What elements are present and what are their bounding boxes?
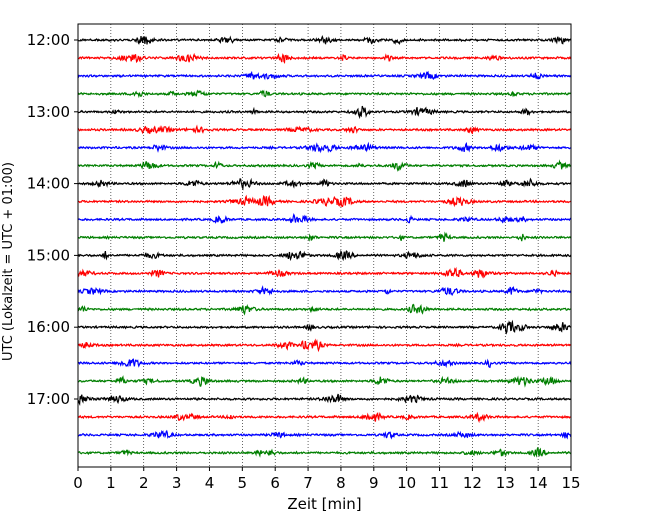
seismogram-trace [77,70,572,81]
x-tick-label: 9 [369,474,379,492]
seismogram-trace [77,338,572,353]
x-tick-label: 0 [73,474,83,492]
seismogram-trace [77,35,572,46]
x-tick-label: 5 [238,474,248,492]
y-tick-label: 17:00 [27,390,70,408]
seismogram-trace [77,411,572,424]
seismogram-trace [77,105,572,120]
trace-group [77,35,572,458]
seismogram-trace [77,358,572,369]
seismogram-trace [77,249,572,262]
x-tick-label: 11 [430,474,449,492]
seismogram-trace [77,194,572,208]
x-tick-label: 8 [336,474,346,492]
y-tick-label: 12:00 [27,31,70,49]
x-tick-label: 3 [172,474,182,492]
seismogram-trace [77,393,572,407]
seismogram-trace [77,319,572,335]
seismogram-trace [77,159,572,172]
x-tick-label: 10 [397,474,416,492]
x-tick-label: 1 [106,474,116,492]
x-tick-label: 7 [303,474,313,492]
seismogram-trace [77,266,572,279]
x-axis-ticks: 0 1 2 3 4 5 6 7 8 9 10 11 12 13 14 15 [73,467,581,492]
x-tick-label: 2 [139,474,149,492]
seismogram-trace [77,177,572,191]
plot-frame [77,23,572,468]
y-tick-label: 15:00 [27,246,70,264]
y-tick-label: 16:00 [27,318,70,336]
seismogram-trace [77,285,572,297]
seismogram-trace [77,124,572,135]
seismogram-trace [77,375,572,388]
seismogram-trace [77,52,572,64]
grid-lines [110,24,539,467]
x-tick-label: 14 [529,474,548,492]
x-tick-label: 6 [270,474,280,492]
seismogram-trace [77,213,572,224]
seismogram-trace [77,303,572,316]
x-tick-label: 4 [205,474,215,492]
x-tick-label: 13 [496,474,515,492]
x-tick-label: 12 [463,474,482,492]
y-axis-ticks: 12:00 13:00 14:00 15:00 16:00 17:00 [27,31,78,408]
seismogram-trace [77,89,572,99]
seismogram-trace [77,231,572,242]
seismogram-trace [77,447,572,458]
y-axis-label: UTC (Lokalzeit = UTC + 01:00) [1,162,16,361]
seismogram-trace [77,429,572,440]
seismogram-trace [77,141,572,154]
x-tick-label: 15 [561,474,580,492]
y-tick-label: 14:00 [27,175,70,193]
x-axis-label: Zeit [min] [287,495,361,513]
y-tick-label: 13:00 [27,103,70,121]
